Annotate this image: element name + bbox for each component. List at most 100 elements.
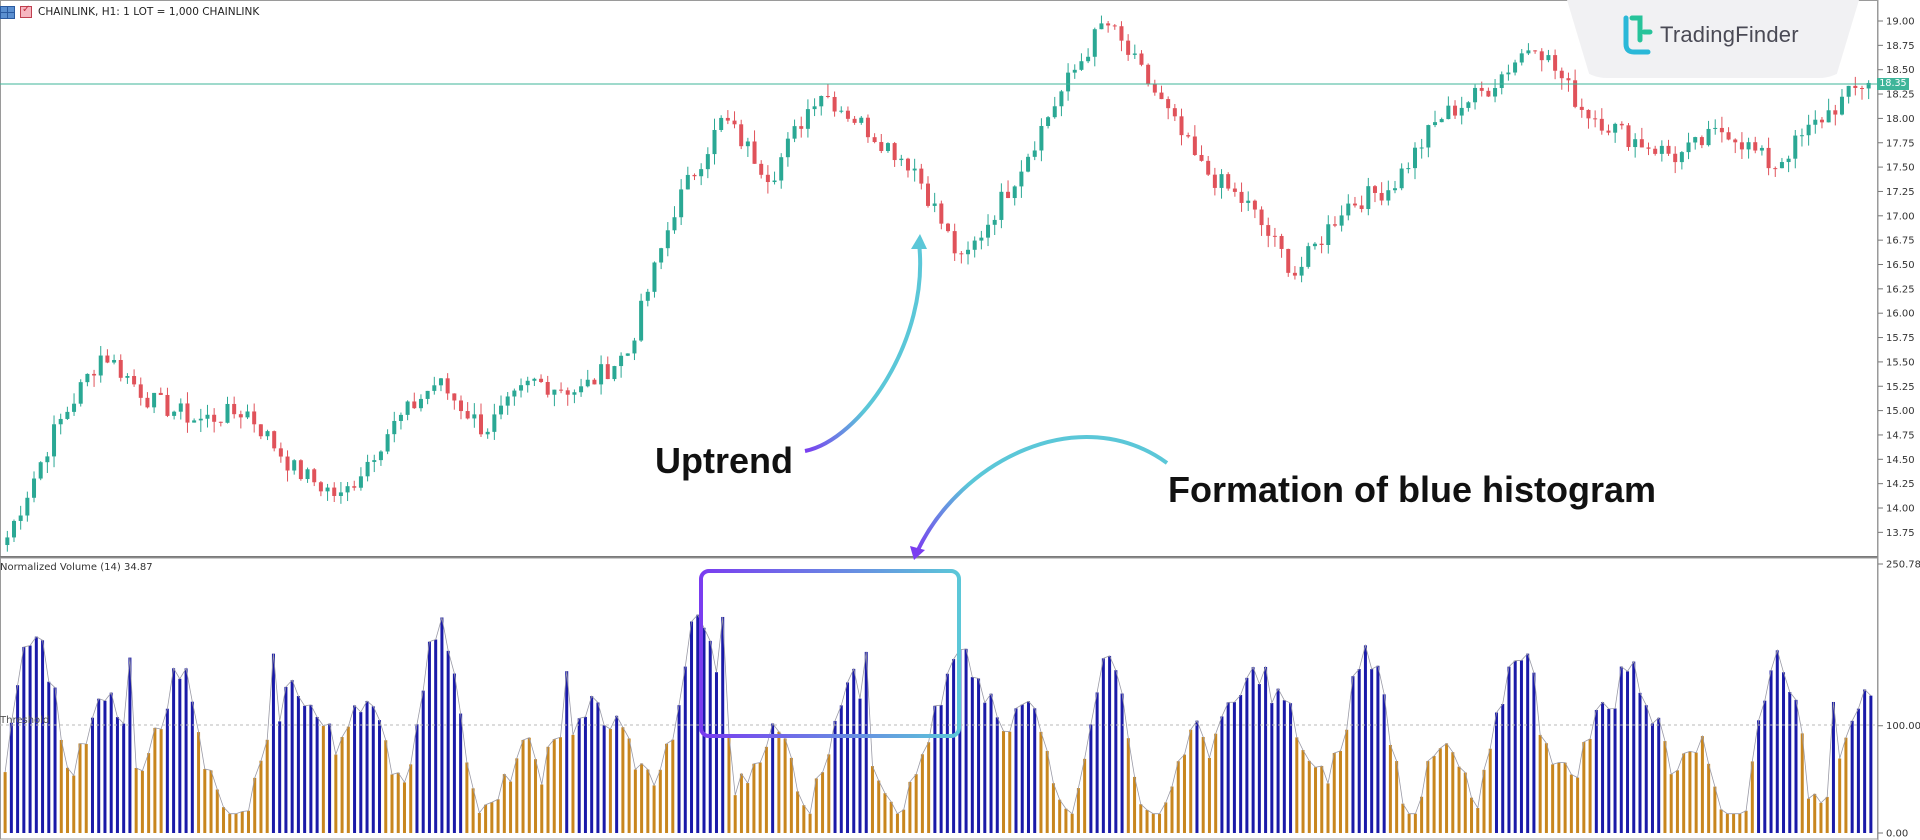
price-tick-label: 18.50 [1886, 65, 1915, 76]
candle-body [405, 401, 410, 415]
candle-body [1786, 158, 1791, 163]
candle-body [352, 486, 357, 488]
brand-logo[interactable]: TradingFinder [1620, 14, 1799, 56]
histogram-bar [552, 739, 556, 833]
histogram-bar [1619, 666, 1623, 833]
histogram-bar [253, 777, 257, 833]
candle-body [78, 382, 83, 404]
histogram-bar [1800, 733, 1804, 833]
candle-body [1392, 188, 1397, 191]
candle-body [612, 366, 617, 380]
symbol-info: CHAINLINK, H1: 1 LOT = 1,000 CHAINLINK [38, 6, 260, 18]
histogram-bar [421, 690, 425, 833]
candle-body [212, 414, 217, 422]
candle-body [32, 478, 37, 498]
histogram-bar [1002, 731, 1006, 833]
histogram-bar [1064, 808, 1068, 833]
candle-body [545, 381, 550, 395]
candle-body [1793, 135, 1798, 159]
histogram-bar [577, 718, 581, 833]
histogram-bar [502, 774, 506, 833]
candle-body [1646, 147, 1651, 149]
histogram-bar [1270, 703, 1274, 833]
histogram-bar [246, 810, 250, 833]
histogram-bar [1451, 752, 1455, 833]
histogram-bar [490, 802, 494, 833]
histogram-bar [1089, 724, 1093, 833]
candle-body [865, 117, 870, 138]
price-tick-label: 16.25 [1886, 284, 1915, 295]
candle-body [392, 420, 397, 435]
histogram-bar [1189, 729, 1193, 833]
candle-body [1006, 191, 1011, 199]
checkbox-icon[interactable] [20, 4, 32, 18]
histogram-bar [1008, 731, 1012, 833]
candle-body [1272, 235, 1277, 237]
candle-body [772, 180, 777, 183]
candle-body [458, 400, 463, 412]
histogram-bar [1476, 808, 1480, 833]
candle-body [732, 120, 737, 125]
histogram-bar [814, 778, 818, 833]
histogram-bar [1388, 744, 1392, 833]
candle-body [1126, 40, 1131, 55]
candle-body [358, 476, 363, 488]
candle-body [238, 414, 243, 418]
candle-body [65, 411, 70, 419]
histogram-bar [396, 772, 400, 833]
histogram-bar [1532, 672, 1536, 833]
histogram-bar [1445, 743, 1449, 833]
histogram-bar [1320, 766, 1324, 833]
histogram-bar [47, 681, 51, 833]
candle-body [712, 129, 717, 155]
indicator-title: Normalized Volume (14) 34.87 [0, 562, 153, 573]
histogram-bar [28, 645, 32, 833]
histogram-bar [1744, 810, 1748, 833]
candle-body [485, 431, 490, 435]
histogram-bar [22, 646, 26, 833]
candle-body [72, 403, 77, 412]
candle-body [979, 237, 984, 241]
candle-body [852, 118, 857, 123]
candle-body [412, 401, 417, 409]
candle-body [1453, 105, 1458, 116]
histogram-bar [970, 677, 974, 833]
candle-body [779, 157, 784, 181]
histogram-bar [340, 737, 344, 833]
histogram-bar [777, 731, 781, 833]
candle-body [939, 203, 944, 224]
histogram-bar [1413, 813, 1417, 833]
candle-body [1292, 272, 1297, 276]
candle-body [1326, 224, 1331, 245]
histogram-bar [1289, 703, 1293, 833]
uptrend-label: Uptrend [655, 440, 793, 481]
histogram-bar [1794, 699, 1798, 833]
histogram-bar [1563, 762, 1567, 833]
candle-body [812, 106, 817, 110]
candle-body [1599, 118, 1604, 131]
histogram-bar [1657, 717, 1661, 833]
histogram-bar [321, 725, 325, 833]
candle-body [552, 389, 557, 395]
histogram-bar [1675, 770, 1679, 833]
candle-body [1059, 91, 1064, 107]
price-tick-label: 17.25 [1886, 187, 1915, 198]
candle-body [1526, 50, 1531, 54]
candle-body [332, 487, 337, 496]
histogram-bar [621, 727, 625, 833]
candle-body [1019, 171, 1024, 187]
grid-icon[interactable] [0, 6, 15, 19]
histogram-bar [1494, 712, 1498, 833]
candle-body [1779, 162, 1784, 169]
histogram-bar [1626, 671, 1630, 833]
candle-body [1046, 117, 1051, 126]
histogram-bar [409, 764, 413, 833]
histogram-bar [66, 767, 70, 833]
candle-body [132, 376, 137, 385]
candle-body [1119, 26, 1124, 41]
histogram-bar [452, 673, 456, 833]
candle-body [966, 249, 971, 255]
histogram-bar [1582, 742, 1586, 833]
histogram-bar [883, 793, 887, 833]
